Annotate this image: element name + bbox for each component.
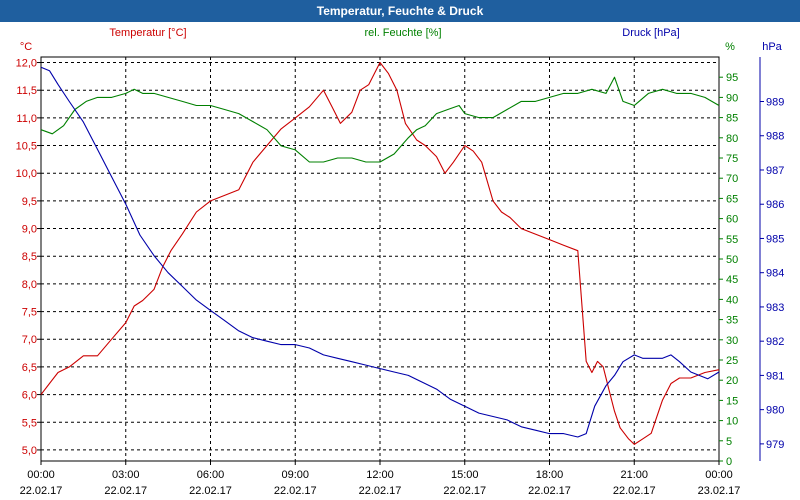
humidity-tick-label: 45 [726,274,738,286]
temperature-tick-label: 7,0 [22,334,37,346]
temperature-tick-label: 5,5 [22,417,37,429]
humidity-tick-label: 55 [726,234,738,246]
pressure-axis: 989 988 987 986 985 984 983 982 981 980 979 [759,57,784,461]
humidity-axis-label: rel. Feuchte [%] [364,27,441,39]
temperature-axis: 12,0 11,5 11,0 10,5 10,0 9,5 9,0 8,5 8,0 7,5 7,0 6,… [16,58,41,457]
temperature-tick-label: 9,0 [22,224,37,236]
gridlines [41,57,719,461]
temperature-tick-label: 7,5 [22,307,37,319]
pressure-tick-label: 980 [766,405,784,417]
temperature-tick-label: 10,5 [16,141,37,153]
humidity-tick-label: 75 [726,153,738,165]
temperature-tick-label: 12,0 [16,58,37,70]
date-tick-label: 22.02.17 [613,485,656,497]
time-tick-label: 00:00 [705,469,733,481]
date-tick-label: 22.02.17 [104,485,147,497]
humidity-tick-label: 65 [726,193,738,205]
temperature-tick-label: 11,0 [16,113,37,125]
pressure-tick-label: 985 [766,233,784,245]
humidity-tick-label: 25 [726,355,738,367]
date-tick-label: 22.02.17 [528,485,571,497]
time-tick-label: 12:00 [366,469,394,481]
temperature-tick-label: 5,0 [22,445,37,457]
time-tick-label: 15:00 [451,469,479,481]
temperature-series-line [40,61,720,445]
time-axis: 00:00 22.02.17 03:00 22.02.17 06:00 22.02.17 0… [20,461,741,497]
pressure-tick-label: 984 [766,268,784,280]
humidity-tick-label: 10 [726,416,738,428]
time-tick-label: 18:00 [536,469,564,481]
humidity-tick-label: 80 [726,133,738,145]
chart-area: Temperatur [°C] rel. Feuchte [%] Druck [… [0,22,800,500]
pressure-tick-label: 983 [766,302,784,314]
humidity-tick-label: 35 [726,315,738,327]
humidity-tick-label: 60 [726,214,738,226]
humidity-tick-label: 15 [726,395,738,407]
humidity-tick-label: 95 [726,72,738,84]
pressure-unit: hPa [762,41,782,53]
temperature-unit: °C [20,41,32,53]
date-tick-label: 22.02.17 [20,485,63,497]
pressure-tick-label: 988 [766,131,784,143]
humidity-tick-label: 85 [726,113,738,125]
time-tick-label: 21:00 [620,469,648,481]
pressure-tick-label: 979 [766,439,784,451]
humidity-tick-label: 70 [726,173,738,185]
humidity-tick-label: 40 [726,294,738,306]
time-tick-label: 00:00 [27,469,55,481]
humidity-unit: % [725,41,735,53]
pressure-tick-label: 982 [766,336,784,348]
humidity-tick-label: 90 [726,92,738,104]
time-tick-label: 09:00 [281,469,309,481]
date-tick-label: 23.02.17 [698,485,741,497]
pressure-series-line [40,66,720,438]
date-tick-label: 22.02.17 [274,485,317,497]
chart-title: Temperatur, Feuchte & Druck [0,0,800,22]
series-layer [40,61,720,445]
humidity-tick-label: 5 [726,436,732,448]
date-tick-label: 22.02.17 [359,485,402,497]
date-tick-label: 22.02.17 [443,485,486,497]
temperature-tick-label: 8,5 [22,251,37,263]
temperature-tick-label: 10,0 [16,168,37,180]
time-tick-label: 03:00 [112,469,140,481]
pressure-tick-label: 981 [766,370,784,382]
time-tick-label: 06:00 [197,469,225,481]
temperature-tick-label: 8,0 [22,279,37,291]
pressure-axis-label: Druck [hPa] [622,27,679,39]
pressure-tick-label: 987 [766,165,784,177]
temperature-tick-label: 6,0 [22,390,37,402]
pressure-tick-label: 986 [766,199,784,211]
pressure-tick-label: 989 [766,97,784,109]
humidity-tick-label: 50 [726,254,738,266]
temperature-tick-label: 6,5 [22,362,37,374]
date-tick-label: 22.02.17 [189,485,232,497]
humidity-series-line [40,76,720,163]
temperature-tick-label: 11,5 [16,85,37,97]
humidity-tick-label: 0 [726,456,732,468]
temperature-tick-label: 9,5 [22,196,37,208]
humidity-tick-label: 20 [726,375,738,387]
humidity-tick-label: 30 [726,335,738,347]
temperature-axis-label: Temperatur [°C] [109,27,186,39]
